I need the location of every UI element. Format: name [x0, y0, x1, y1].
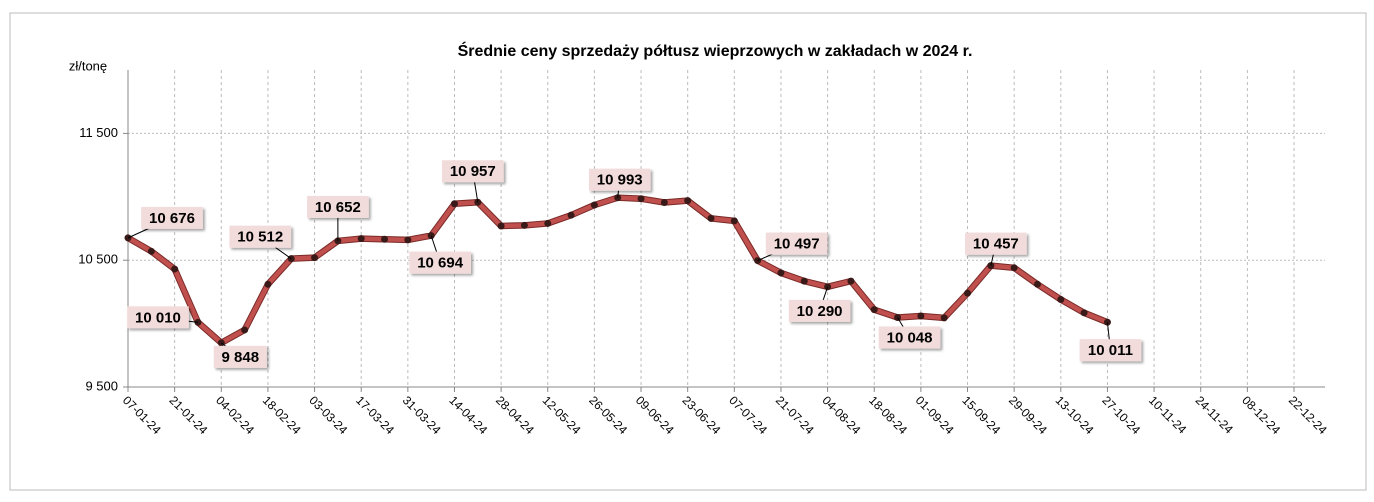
data-label: 10 011	[1088, 342, 1133, 359]
data-label: 10 993	[597, 172, 643, 189]
y-axis-label: zł/tonę	[69, 58, 107, 73]
marker	[777, 269, 785, 277]
data-label: 10 048	[887, 329, 933, 346]
label-box	[229, 225, 292, 248]
y-tick-label: 11 500	[79, 125, 118, 140]
data-label: 10 676	[149, 210, 195, 227]
y-tick-label: 10 500	[78, 252, 118, 267]
marker	[660, 199, 668, 207]
marker	[381, 235, 389, 243]
data-label: 10 290	[797, 303, 843, 320]
marker	[241, 326, 249, 334]
marker	[1080, 309, 1088, 317]
marker	[1057, 296, 1065, 304]
marker	[847, 277, 855, 285]
label-box	[213, 345, 267, 368]
marker	[637, 195, 645, 203]
marker	[590, 201, 598, 209]
marker	[357, 235, 365, 243]
y-tick-label: 9 500	[85, 378, 118, 393]
marker	[544, 219, 552, 227]
marker	[707, 214, 715, 222]
chart-title: Średnie ceny sprzedaży półtusz wieprzowy…	[458, 41, 973, 60]
marker	[1033, 280, 1041, 288]
label-box	[307, 195, 369, 218]
data-label: 10 497	[774, 236, 820, 253]
marker	[800, 277, 808, 285]
label-box	[1079, 339, 1142, 362]
data-label: 10 694	[417, 255, 464, 272]
marker	[964, 289, 972, 297]
marker	[497, 222, 505, 230]
label-box	[765, 232, 828, 255]
label-box	[409, 251, 471, 274]
marker	[520, 221, 528, 229]
data-label: 10 010	[135, 309, 181, 326]
label-box	[588, 168, 651, 191]
label-box	[442, 160, 504, 183]
marker	[264, 280, 272, 288]
label-box	[965, 232, 1027, 255]
marker	[684, 197, 692, 205]
marker	[404, 236, 412, 244]
marker	[917, 312, 925, 320]
marker	[1010, 264, 1018, 272]
data-label: 10 957	[450, 163, 496, 180]
marker	[311, 254, 319, 262]
data-label: 10 457	[973, 236, 1019, 253]
marker	[940, 314, 948, 322]
marker	[171, 265, 179, 273]
marker	[147, 247, 155, 255]
data-label: 10 652	[315, 199, 361, 216]
label-box	[141, 206, 203, 229]
marker	[730, 217, 738, 225]
marker	[870, 306, 878, 314]
label-box	[878, 326, 941, 349]
data-label: 10 512	[237, 229, 283, 246]
data-label: 9 848	[222, 349, 260, 366]
marker	[450, 200, 458, 208]
label-box	[127, 306, 189, 329]
marker	[567, 211, 575, 219]
label-box	[788, 299, 851, 322]
